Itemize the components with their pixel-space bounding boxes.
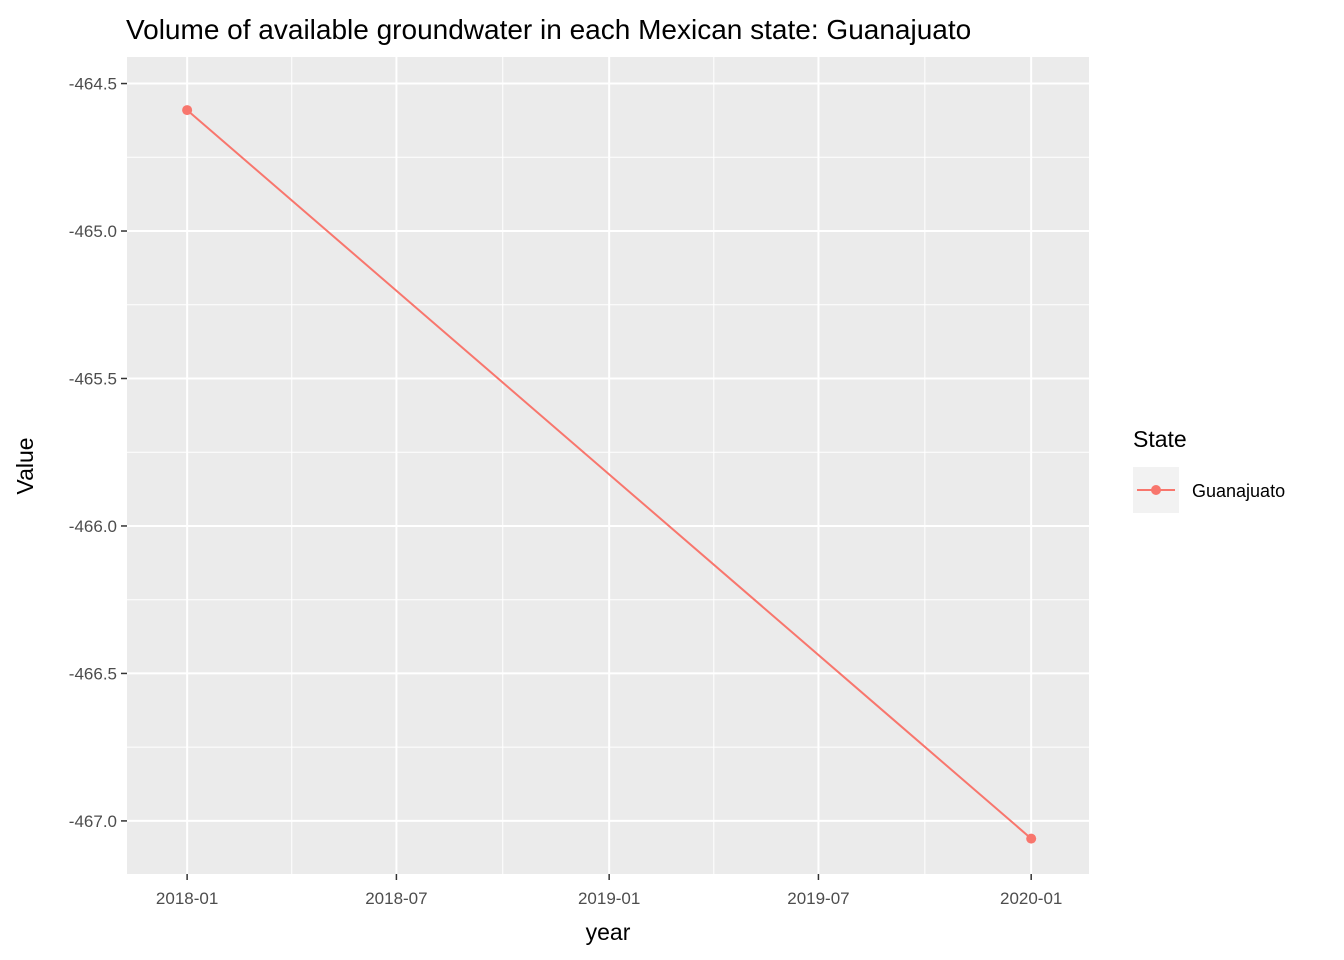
x-axis: 2018-01 2018-07 2019-01 2019-07 2020-01 — [156, 874, 1062, 908]
y-tick-label: -466.5 — [69, 664, 117, 683]
data-point — [182, 105, 193, 116]
legend-label-guanajuato: Guanajuato — [1192, 481, 1285, 501]
x-tick-label: 2018-07 — [365, 889, 427, 908]
series-line-guanajuato — [186, 109, 1032, 840]
y-tick-label: -464.5 — [69, 75, 117, 94]
x-tick-label: 2019-01 — [578, 889, 640, 908]
plot-panel — [127, 57, 1089, 874]
grid-major — [127, 57, 1089, 874]
x-tick-label: 2018-01 — [156, 889, 218, 908]
series-layer — [182, 105, 1037, 844]
x-axis-title: year — [586, 919, 631, 945]
legend: State Guanajuato — [1133, 426, 1285, 513]
y-tick-label: -466.0 — [69, 517, 117, 536]
x-tick-label: 2019-07 — [787, 889, 849, 908]
y-tick-label: -465.0 — [69, 222, 117, 241]
data-point — [1026, 833, 1037, 844]
y-tick-label: -465.5 — [69, 369, 117, 388]
legend-key-point — [1151, 485, 1161, 495]
y-axis: -464.5 -465.0 -465.5 -466.0 -466.5 -467.0 — [69, 75, 127, 831]
chart-title: Volume of available groundwater in each … — [126, 14, 971, 45]
y-tick-label: -467.0 — [69, 812, 117, 831]
grid-minor — [127, 57, 1089, 874]
y-axis-title: Value — [12, 437, 38, 494]
legend-title: State — [1133, 426, 1187, 452]
x-tick-label: 2020-01 — [1000, 889, 1062, 908]
